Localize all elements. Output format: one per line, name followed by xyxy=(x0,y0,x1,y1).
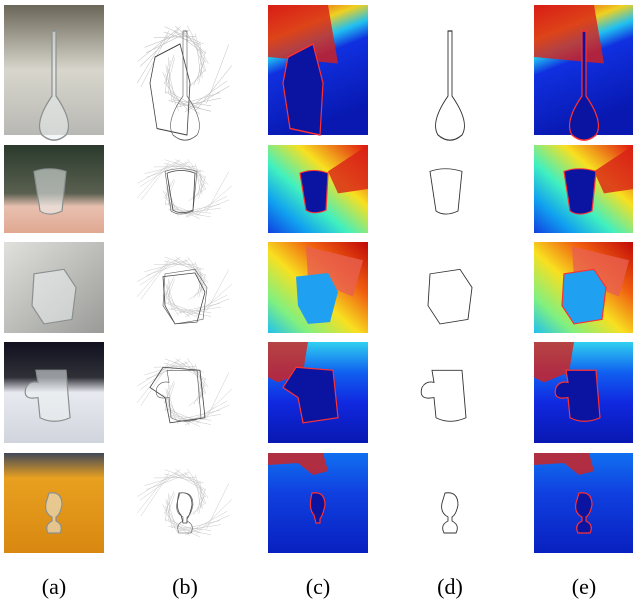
depth-map xyxy=(268,242,368,333)
edge-map xyxy=(137,159,232,219)
edge xyxy=(206,483,228,529)
photo xyxy=(4,242,104,333)
bg xyxy=(400,242,500,333)
photo xyxy=(4,145,104,233)
edge-map xyxy=(137,469,232,537)
bg xyxy=(400,342,500,443)
depth-region xyxy=(534,5,604,63)
edge xyxy=(140,472,178,500)
edge xyxy=(137,27,180,62)
edge xyxy=(185,86,229,112)
caption: (d) xyxy=(437,574,463,599)
edge xyxy=(168,390,176,416)
contour-map xyxy=(400,453,500,553)
edge xyxy=(185,299,229,317)
edge xyxy=(168,67,176,100)
contour-map xyxy=(400,5,500,140)
depth-map xyxy=(534,453,633,553)
depth-map xyxy=(268,5,368,135)
object xyxy=(32,269,76,324)
caption: (a) xyxy=(42,574,66,599)
edge xyxy=(187,26,208,64)
edge xyxy=(137,473,169,514)
edge xyxy=(164,197,190,218)
edge xyxy=(141,165,168,200)
bg xyxy=(400,453,500,553)
depth-map xyxy=(268,342,368,443)
edge xyxy=(187,469,208,498)
contour-map xyxy=(400,342,500,443)
bg xyxy=(400,145,500,233)
edge xyxy=(164,296,190,317)
edge xyxy=(189,70,205,88)
edge-map xyxy=(137,257,232,324)
edge xyxy=(175,26,206,53)
edge xyxy=(141,365,168,406)
edge xyxy=(141,476,168,516)
depth-map xyxy=(534,342,633,443)
photo xyxy=(4,5,104,140)
edge xyxy=(137,257,180,281)
figure: (a) (b) (c) (d) (e) xyxy=(0,0,633,608)
edge xyxy=(140,361,178,389)
edge xyxy=(189,189,205,201)
edge xyxy=(165,470,204,483)
edge xyxy=(175,469,206,490)
edge xyxy=(206,270,228,311)
edge xyxy=(168,501,176,526)
caption: (b) xyxy=(172,574,198,599)
photo xyxy=(4,453,104,553)
depth-map xyxy=(534,5,633,140)
edge xyxy=(165,302,200,318)
object xyxy=(46,493,62,533)
contour-map xyxy=(400,145,500,233)
edge-map xyxy=(137,358,232,426)
edge xyxy=(137,30,169,83)
object-region xyxy=(283,44,323,135)
depth-map xyxy=(534,145,633,233)
edge xyxy=(175,257,206,276)
edge xyxy=(206,44,228,103)
edge xyxy=(175,359,206,380)
edge xyxy=(164,82,190,112)
object-region xyxy=(562,269,606,324)
depth-map xyxy=(534,242,633,333)
edge xyxy=(137,359,180,386)
edge xyxy=(185,200,229,218)
caption: (e) xyxy=(572,574,596,599)
edge xyxy=(164,512,190,535)
edge xyxy=(165,27,204,44)
edge xyxy=(165,257,204,269)
photo xyxy=(4,342,104,443)
edge xyxy=(177,493,192,523)
object-region xyxy=(576,493,592,533)
edge xyxy=(140,162,178,187)
edge xyxy=(206,373,228,419)
edge xyxy=(171,31,200,140)
edge xyxy=(137,162,169,198)
edge xyxy=(137,470,180,497)
depth-map xyxy=(268,145,368,233)
edge xyxy=(140,259,178,285)
edge xyxy=(189,288,205,300)
depth-map xyxy=(268,453,368,553)
edge xyxy=(185,405,229,425)
edge xyxy=(168,285,176,308)
edge-map xyxy=(137,26,232,140)
contour-map xyxy=(400,242,500,333)
caption: (c) xyxy=(306,574,330,599)
edge xyxy=(165,91,200,114)
bg xyxy=(400,5,500,135)
edge xyxy=(206,172,228,212)
